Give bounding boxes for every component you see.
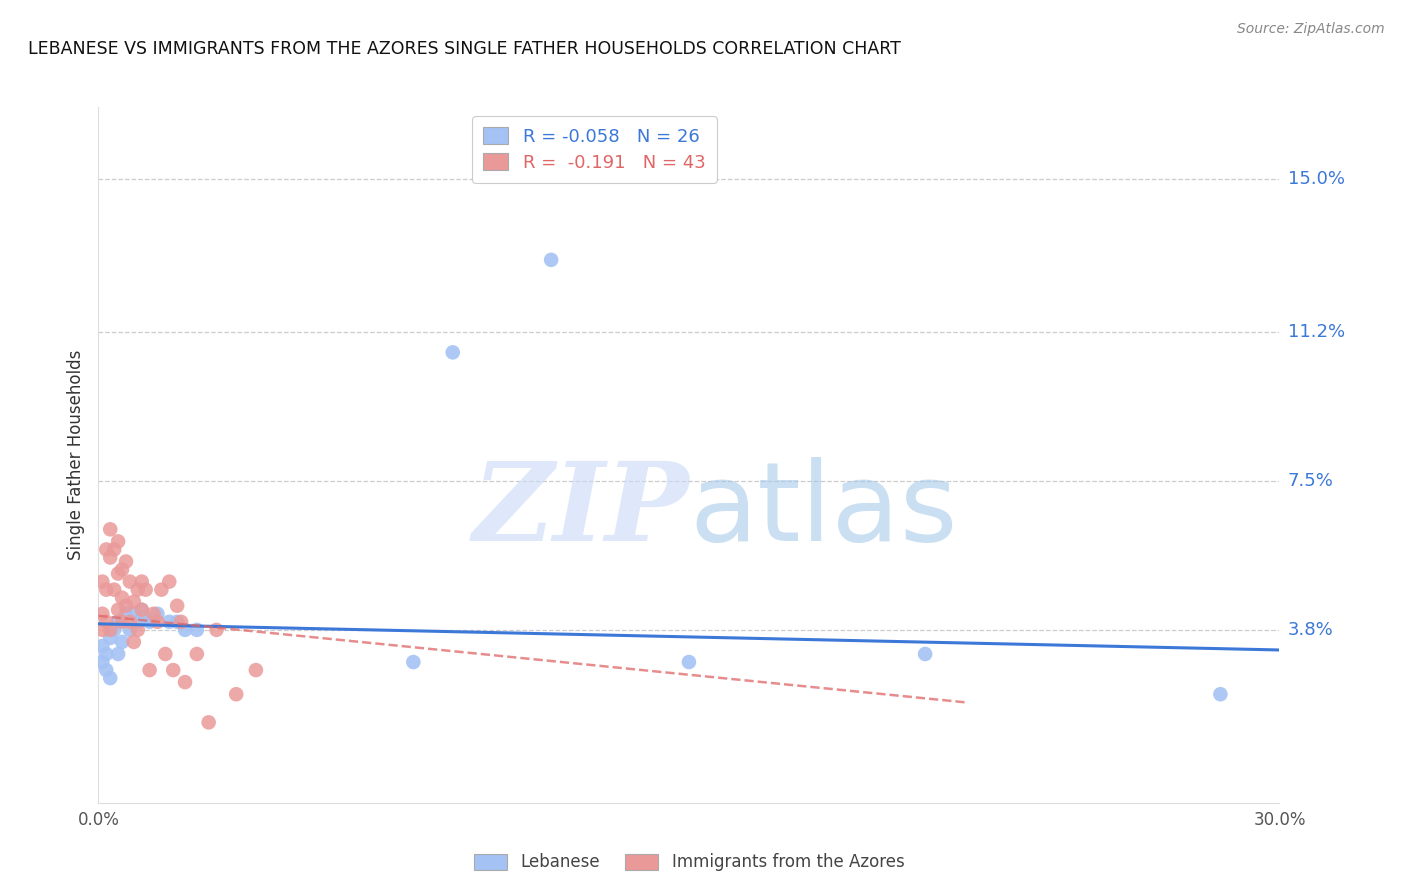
Point	[225, 687, 247, 701]
Point	[103, 623, 125, 637]
Point	[96, 542, 118, 557]
Point	[138, 663, 160, 677]
Point	[122, 635, 145, 649]
Text: 7.5%: 7.5%	[1288, 472, 1334, 490]
Point	[98, 550, 121, 565]
Point	[107, 603, 129, 617]
Point	[914, 647, 936, 661]
Point	[91, 655, 114, 669]
Text: ZIP: ZIP	[472, 457, 689, 565]
Point	[402, 655, 425, 669]
Point	[540, 252, 562, 267]
Text: atlas: atlas	[689, 457, 957, 564]
Point	[166, 615, 188, 629]
Point	[91, 607, 114, 621]
Point	[111, 562, 134, 576]
Point	[107, 566, 129, 581]
Point	[111, 615, 134, 629]
Point	[135, 582, 157, 597]
Point	[155, 647, 177, 661]
Point	[170, 615, 193, 629]
Point	[135, 611, 157, 625]
Point	[127, 623, 149, 637]
Point	[146, 615, 169, 629]
Point	[111, 591, 134, 605]
Text: 15.0%: 15.0%	[1288, 170, 1344, 188]
Point	[150, 582, 173, 597]
Point	[107, 534, 129, 549]
Point	[98, 631, 121, 645]
Point	[678, 655, 700, 669]
Point	[131, 603, 153, 617]
Point	[197, 715, 219, 730]
Point	[96, 647, 118, 661]
Point	[205, 623, 228, 637]
Point	[186, 647, 208, 661]
Point	[115, 554, 138, 568]
Point	[441, 345, 464, 359]
Point	[131, 574, 153, 589]
Point	[96, 615, 118, 629]
Point	[115, 599, 138, 613]
Point	[91, 639, 114, 653]
Point	[166, 599, 188, 613]
Text: LEBANESE VS IMMIGRANTS FROM THE AZORES SINGLE FATHER HOUSEHOLDS CORRELATION CHAR: LEBANESE VS IMMIGRANTS FROM THE AZORES S…	[28, 40, 901, 58]
Text: 11.2%: 11.2%	[1288, 323, 1346, 342]
Point	[107, 615, 129, 629]
Point	[138, 615, 160, 629]
Point	[162, 663, 184, 677]
Point	[118, 623, 141, 637]
Legend: Lebanese, Immigrants from the Azores: Lebanese, Immigrants from the Azores	[467, 847, 911, 878]
Point	[146, 607, 169, 621]
Point	[103, 542, 125, 557]
Point	[174, 623, 197, 637]
Point	[96, 582, 118, 597]
Y-axis label: Single Father Households: Single Father Households	[66, 350, 84, 560]
Text: 3.8%: 3.8%	[1288, 621, 1333, 639]
Point	[122, 595, 145, 609]
Point	[122, 607, 145, 621]
Point	[245, 663, 267, 677]
Point	[96, 663, 118, 677]
Point	[127, 615, 149, 629]
Point	[91, 623, 114, 637]
Point	[115, 607, 138, 621]
Point	[111, 635, 134, 649]
Point	[98, 522, 121, 536]
Point	[98, 623, 121, 637]
Point	[107, 647, 129, 661]
Point	[1209, 687, 1232, 701]
Point	[103, 582, 125, 597]
Point	[127, 582, 149, 597]
Point	[186, 623, 208, 637]
Point	[118, 574, 141, 589]
Point	[91, 574, 114, 589]
Point	[118, 615, 141, 629]
Point	[157, 615, 180, 629]
Text: Source: ZipAtlas.com: Source: ZipAtlas.com	[1237, 22, 1385, 37]
Point	[98, 671, 121, 685]
Point	[157, 574, 180, 589]
Point	[131, 603, 153, 617]
Point	[142, 607, 165, 621]
Point	[174, 675, 197, 690]
